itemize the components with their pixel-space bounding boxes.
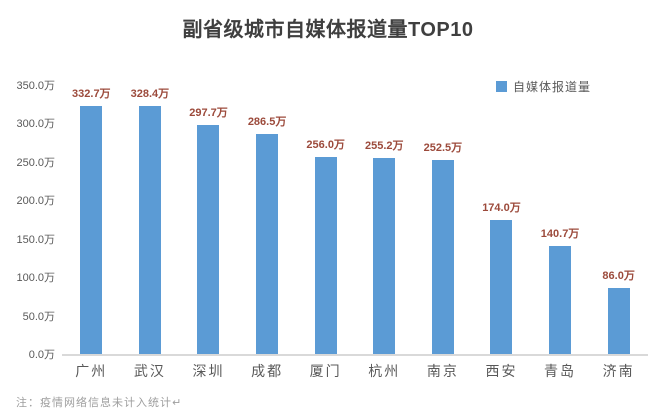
legend-swatch-icon: [496, 81, 507, 92]
bar-column: 328.4万: [121, 85, 180, 354]
bar: [256, 133, 279, 354]
chart-title: 副省级城市自媒体报道量TOP10: [182, 19, 474, 41]
bar: [373, 157, 396, 354]
y-axis-tick-label: 200.0万: [16, 195, 55, 208]
y-axis-tick-label: 150.0万: [16, 233, 55, 246]
bar-value-label: 332.7万: [72, 88, 111, 100]
bar: [314, 157, 337, 354]
bar-column: 332.7万: [62, 85, 121, 354]
x-axis-label: 厦门: [309, 363, 342, 379]
bar: [138, 106, 161, 354]
y-axis-tick-label: 50.0万: [22, 310, 55, 323]
bar-column: 256.0万: [296, 85, 355, 354]
bar-column: 297.7万: [179, 85, 238, 354]
bar-column: 174.0万: [472, 85, 531, 354]
bar: [549, 245, 572, 354]
bar-value-label: 286.5万: [247, 115, 287, 128]
bar-value-label: 328.4万: [130, 88, 170, 100]
legend: 自媒体报道量: [496, 78, 591, 95]
x-axis-labels: 广州 武汉 深圳 成都 厦门 杭州 南京 西安 青岛 济南: [62, 361, 648, 381]
y-axis-tick-label: 300.0万: [16, 118, 55, 131]
bar-value-label: 256.0万: [306, 139, 345, 152]
legend-label: 自媒体报道量: [513, 80, 592, 94]
bar: [607, 287, 630, 354]
bar-value-label: 86.0万: [602, 269, 635, 282]
bar-column: 255.2万: [355, 85, 414, 354]
bar: [80, 106, 103, 354]
x-axis-label: 广州: [75, 363, 108, 379]
bar-column: 140.7万: [531, 85, 590, 354]
x-axis-label: 成都: [251, 363, 284, 379]
bar-value-label: 140.7万: [540, 227, 580, 240]
bar-value-label: 174.0万: [482, 202, 521, 215]
bar: [431, 159, 454, 354]
y-axis-tick-label: 350.0万: [16, 80, 55, 92]
x-axis-label: 杭州: [368, 363, 401, 379]
x-axis-label: 深圳: [192, 363, 225, 379]
bar-column: 252.5万: [414, 85, 473, 354]
bar: [490, 220, 513, 354]
y-axis-ticks: 0.0万 50.0万 100.0万 150.0万 200.0万 250.0万 300.0万 3…: [0, 80, 55, 361]
x-axis-label: 青岛: [544, 363, 577, 379]
y-axis-tick-label: 100.0万: [16, 272, 55, 285]
y-axis-tick-label: 0.0万: [28, 349, 55, 361]
bar-value-label: 252.5万: [423, 141, 463, 154]
bar-column: 286.5万: [238, 85, 297, 354]
footnote: 注：疫情网络信息未计入统计↵: [16, 397, 183, 409]
bar: [197, 125, 220, 354]
x-axis-label: 南京: [426, 363, 459, 379]
x-axis-label: 西安: [485, 363, 518, 379]
plot-area: 332.7万 328.4万 297.7万 286.5万 256.0万 255.2万 252.…: [62, 85, 648, 356]
bar-value-label: 255.2万: [365, 139, 404, 152]
x-axis-label: 济南: [602, 363, 635, 379]
x-axis-label: 武汉: [133, 363, 166, 379]
y-axis-tick-label: 250.0万: [16, 156, 55, 169]
bar-value-label: 297.7万: [189, 107, 228, 120]
bar-column: 86.0万: [589, 85, 648, 354]
